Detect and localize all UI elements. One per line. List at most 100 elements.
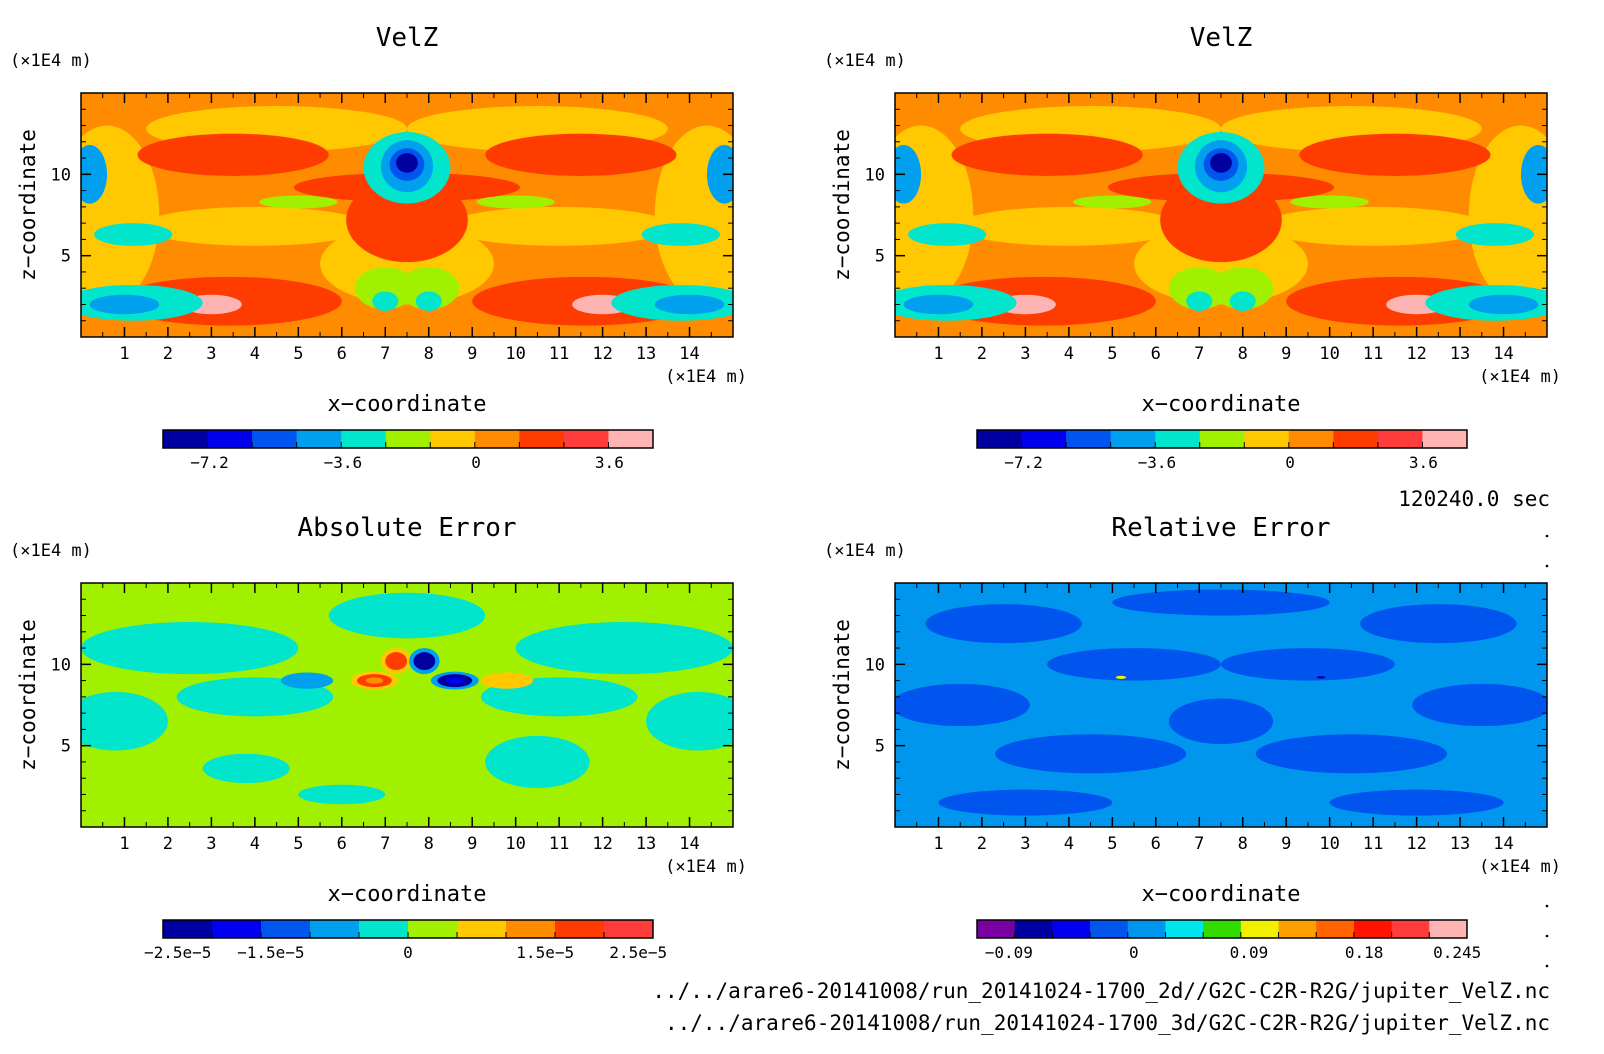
colorbar-swatch	[1014, 920, 1053, 938]
colorbar-label: −2.5e−5	[144, 943, 211, 962]
colorbar-swatch	[341, 430, 387, 448]
x-tick-label: 6	[1151, 834, 1161, 854]
x-tick-label: 8	[424, 344, 434, 364]
colorbar-swatch	[296, 430, 342, 448]
colorbar-swatch	[1422, 430, 1468, 448]
x-tick-label: 5	[293, 834, 303, 854]
contour-region	[354, 267, 416, 310]
contour-region	[895, 683, 1030, 727]
x-tick-label: 13	[636, 834, 656, 854]
colorbar-label: −7.2	[190, 453, 229, 472]
colorbar-label: 2.5e−5	[609, 943, 667, 962]
contour-region	[994, 734, 1187, 774]
colorbar-label: 0	[1285, 453, 1295, 472]
colorbar-swatch	[604, 920, 654, 938]
contour-region	[1210, 153, 1232, 173]
panel-2: VelZ(×1E4 m)1 2 3 4 5 6 7 8 9 10 11 12 13 14510(×1E4 …	[824, 23, 1561, 472]
x-tick-label: 4	[1064, 344, 1074, 364]
contour-region	[81, 622, 299, 675]
colorbar-swatch	[1155, 430, 1201, 448]
contour-region	[398, 267, 460, 310]
contour-field	[895, 93, 1547, 337]
colorbar-swatch	[163, 920, 213, 938]
contour-field	[81, 583, 733, 827]
edge-dot	[1545, 904, 1549, 908]
contour-region	[328, 592, 486, 639]
y-tick-label: 5	[61, 247, 71, 267]
colorbar-swatch	[1288, 430, 1334, 448]
colorbar-swatch	[1377, 430, 1423, 448]
x-tick-label: 7	[1194, 834, 1204, 854]
contour-region	[1520, 145, 1547, 204]
x-tick-label: 14	[679, 344, 699, 364]
contour-region	[908, 223, 987, 246]
x-tick-label: 11	[549, 834, 569, 854]
y-tick-label: 10	[51, 655, 71, 675]
contour-region	[1412, 683, 1547, 727]
colorbar-swatch	[457, 920, 507, 938]
x-tick-label: 6	[337, 344, 347, 364]
y-unit-label: (×1E4 m)	[10, 541, 92, 561]
colorbar-label: 0.09	[1230, 943, 1269, 962]
y-unit-label: (×1E4 m)	[824, 51, 906, 71]
colorbar-swatch	[1021, 430, 1067, 448]
contour-region	[925, 604, 1082, 644]
x-tick-label: 3	[1020, 834, 1030, 854]
x-tick-label: 2	[977, 344, 987, 364]
colorbar-swatch	[1066, 430, 1112, 448]
x-tick-label: 10	[505, 834, 525, 854]
contour-region	[951, 133, 1143, 176]
edge-dot	[1545, 934, 1549, 938]
x-tick-label: 2	[977, 834, 987, 854]
contour-region	[1115, 675, 1127, 679]
x-tick-label: 9	[467, 834, 477, 854]
colorbar-label: 3.6	[595, 453, 624, 472]
x-tick-label: 7	[380, 344, 390, 364]
colorbar-swatch	[977, 920, 1016, 938]
contour-region	[1112, 589, 1330, 616]
y-axis-label: z−coordinate	[16, 129, 40, 281]
x-unit-label: (×1E4 m)	[665, 367, 747, 387]
contour-region	[480, 672, 534, 689]
panel-title: VelZ	[376, 23, 439, 53]
colorbar-swatch	[261, 920, 311, 938]
panel-1: VelZ(×1E4 m)1 2 3 4 5 6 7 8 9 10 11 12 13 14510(×1E4 …	[10, 23, 747, 472]
colorbar-swatch	[519, 430, 565, 448]
contour-region	[141, 206, 368, 246]
contour-region	[385, 652, 407, 671]
contour-region	[81, 691, 168, 751]
x-tick-label: 3	[206, 834, 216, 854]
contour-region	[1047, 648, 1221, 681]
y-axis-label: z−coordinate	[16, 619, 40, 771]
colorbar-swatch	[1203, 920, 1242, 938]
y-tick-label: 10	[865, 655, 885, 675]
colorbar-swatch	[1316, 920, 1355, 938]
panel-3: Absolute Error(×1E4 m)1 2 3 4 5 6 7 8 9 10 11 12 13 1…	[10, 513, 747, 962]
x-tick-label: 11	[549, 344, 569, 364]
colorbar-swatch	[385, 430, 431, 448]
contour-region	[372, 291, 399, 311]
contour-region	[415, 291, 442, 311]
x-tick-label: 4	[250, 344, 260, 364]
contour-region	[413, 652, 436, 671]
y-tick-label: 10	[51, 165, 71, 185]
colorbar-label: −3.6	[324, 453, 363, 472]
colorbar-swatch	[1240, 920, 1280, 938]
colorbar-swatch	[310, 920, 360, 938]
contour-region	[280, 672, 334, 689]
x-tick-label: 5	[1107, 834, 1117, 854]
contour-region	[1229, 291, 1256, 311]
colorbar-swatch	[1353, 920, 1393, 938]
contour-region	[137, 133, 329, 176]
colorbar-swatch	[1199, 430, 1245, 448]
x-tick-label: 12	[1406, 344, 1426, 364]
x-tick-label: 7	[380, 834, 390, 854]
x-tick-label: 11	[1363, 344, 1383, 364]
x-tick-label: 10	[1319, 344, 1339, 364]
x-tick-label: 12	[592, 834, 612, 854]
colorbar-swatch	[1391, 920, 1430, 938]
panel-4: Relative Error(×1E4 m)1 2 3 4 5 6 7 8 9 10 11 12 13 1…	[824, 513, 1561, 962]
x-tick-label: 12	[592, 344, 612, 364]
contour-region	[298, 784, 386, 805]
x-tick-label: 1	[119, 834, 129, 854]
